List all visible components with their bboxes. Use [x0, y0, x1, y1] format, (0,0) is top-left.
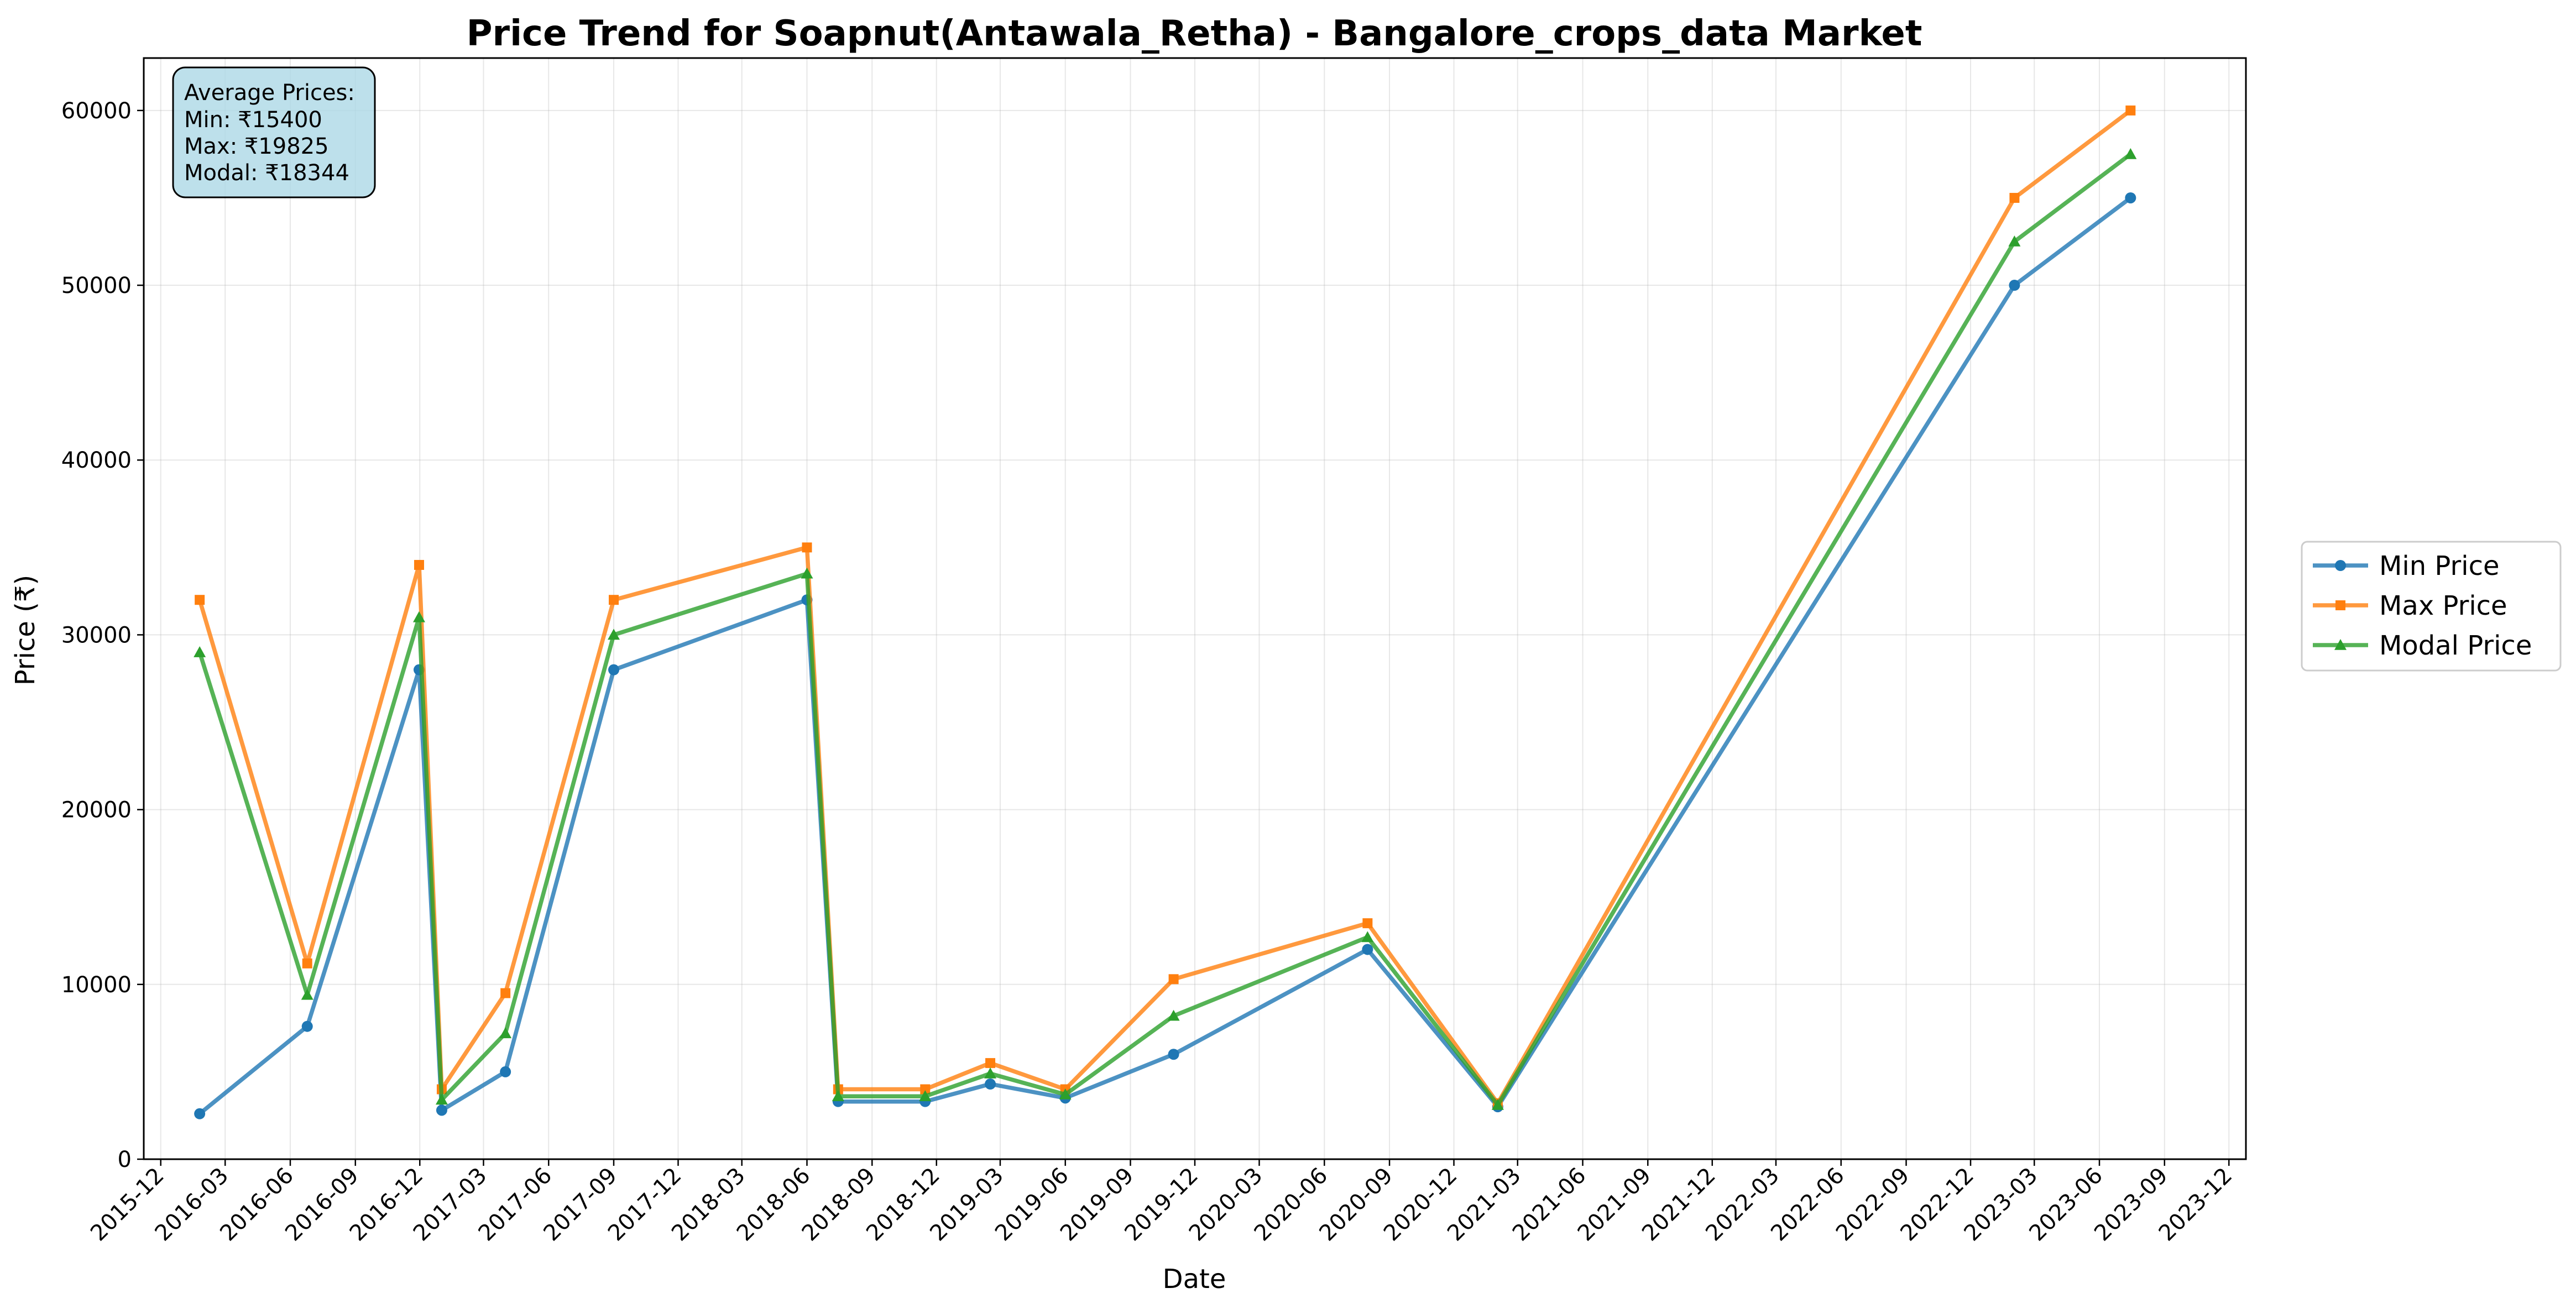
- max-price-point: [2125, 105, 2136, 116]
- min-price-point: [1362, 944, 1373, 955]
- modal-price-point: [412, 611, 425, 622]
- max-price-point: [1168, 974, 1179, 985]
- legend-item-modal-price: Modal Price: [2313, 630, 2532, 661]
- y-tick-label: 30000: [61, 622, 132, 648]
- min-price-point: [985, 1078, 996, 1090]
- plot-area: [144, 58, 2246, 1159]
- average-prices-box-bg: [172, 66, 376, 198]
- y-tick-label: 0: [118, 1147, 132, 1172]
- y-tick-label: 50000: [61, 273, 132, 299]
- max-price-point: [1362, 918, 1373, 929]
- modal-price-line: [197, 152, 2132, 1107]
- max-price-point: [920, 1084, 931, 1095]
- grid-lines: [144, 58, 2246, 1160]
- average-prices-box: Average Prices: Min: ₹15400 Max: ₹19825 …: [172, 66, 376, 198]
- legend-marker: [2335, 560, 2346, 571]
- modal-price-point: [1059, 1088, 1072, 1099]
- min-price-point: [301, 1020, 313, 1032]
- x-axis: 2015-122016-032016-062016-092016-122017-…: [86, 1159, 2237, 1246]
- min-price-point: [1168, 1049, 1179, 1060]
- modal-price-point: [919, 1090, 932, 1101]
- y-axis: 0 10000 20000 30000 40000 50000 60000: [61, 98, 144, 1172]
- modal-price-point: [499, 1027, 512, 1039]
- legend-item-max-price: Max Price: [2313, 590, 2507, 621]
- legend-marker: [2334, 639, 2347, 650]
- max-price-point: [500, 988, 511, 998]
- max-price-point: [302, 958, 312, 968]
- legend-label: Min Price: [2379, 551, 2500, 582]
- y-tick-label: 10000: [61, 972, 132, 998]
- modal-price-series: [194, 148, 2137, 1110]
- min-price-point: [2009, 280, 2020, 291]
- y-tick-label: 60000: [61, 98, 132, 124]
- y-tick-label: 20000: [61, 798, 132, 823]
- modal-price-point: [984, 1067, 997, 1078]
- modal-price-point: [301, 988, 313, 1000]
- min-price-point: [436, 1104, 447, 1116]
- modal-price-point: [435, 1093, 448, 1105]
- modal-price-point: [194, 646, 206, 657]
- modal-price-point: [1167, 1009, 1180, 1021]
- legend: Min Price Max Price Modal Price: [2301, 541, 2562, 672]
- legend-box: [2301, 541, 2562, 672]
- legend-item-min-price: Min Price: [2313, 551, 2500, 582]
- max-price-point: [802, 542, 812, 553]
- max-price-point: [195, 595, 205, 605]
- modal-price-point: [608, 629, 620, 640]
- modal-price-point: [1491, 1098, 1504, 1110]
- y-tick-label: 40000: [61, 448, 132, 473]
- modal-price-point: [832, 1090, 844, 1101]
- max-price-point: [985, 1058, 996, 1069]
- max-price-point: [609, 595, 619, 605]
- max-price-point: [2009, 192, 2020, 203]
- y-axis-label: Price (₹): [10, 575, 41, 685]
- min-price-point: [194, 1108, 206, 1119]
- average-max-price: Max: ₹19825: [184, 134, 329, 159]
- x-axis-label: Date: [1163, 1264, 1226, 1295]
- average-prices-title: Average Prices:: [184, 80, 355, 106]
- legend-label: Modal Price: [2379, 630, 2532, 661]
- chart-title: Price Trend for Soapnut(Antawala_Retha) …: [467, 13, 1922, 54]
- average-modal-price: Modal: ₹18344: [184, 160, 349, 186]
- min-price-point: [608, 664, 620, 676]
- series-layer: [194, 105, 2137, 1119]
- min-price-point: [500, 1066, 511, 1077]
- average-min-price: Min: ₹15400: [184, 107, 322, 133]
- legend-marker: [2335, 600, 2345, 610]
- modal-price-point: [2008, 235, 2021, 247]
- modal-price-point: [1361, 931, 1374, 943]
- modal-price-point: [2124, 148, 2137, 159]
- min-price-point: [2125, 192, 2136, 203]
- legend-label: Max Price: [2379, 590, 2507, 621]
- max-price-point: [414, 559, 424, 570]
- modal-price-point: [801, 567, 813, 579]
